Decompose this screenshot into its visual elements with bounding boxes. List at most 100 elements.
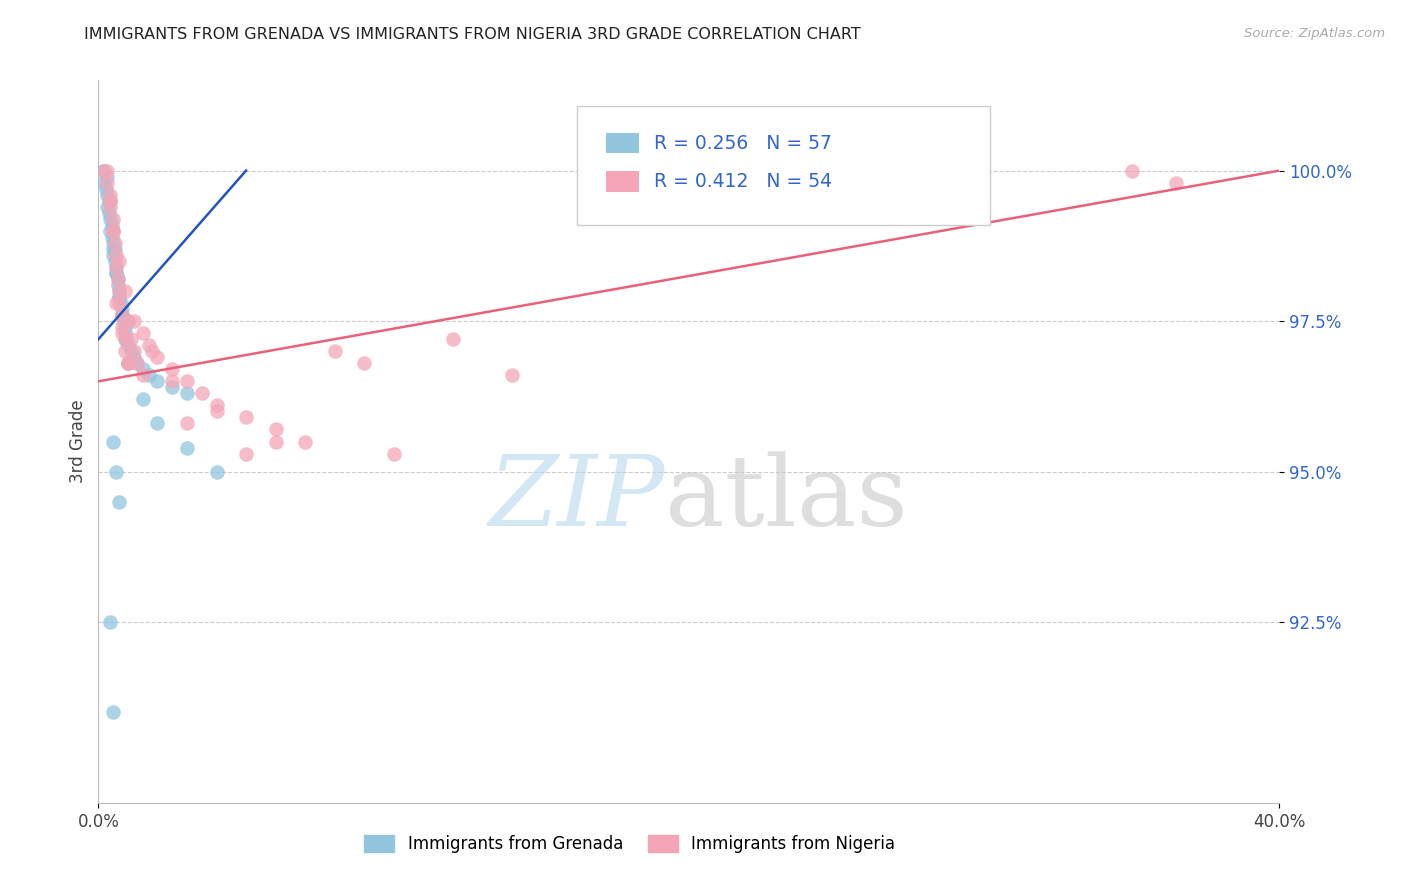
Point bbox=[103, 224, 125, 238]
Point bbox=[111, 320, 134, 334]
Point bbox=[162, 380, 183, 394]
Point bbox=[103, 211, 125, 226]
Point bbox=[176, 417, 198, 431]
Point bbox=[103, 242, 125, 256]
Point bbox=[111, 301, 134, 316]
Text: R = 0.412   N = 54: R = 0.412 N = 54 bbox=[654, 172, 831, 191]
Point bbox=[120, 344, 142, 359]
Point bbox=[125, 356, 148, 370]
Point bbox=[100, 218, 122, 232]
Point bbox=[103, 248, 125, 262]
Point bbox=[122, 344, 145, 359]
Point bbox=[1121, 163, 1143, 178]
Point bbox=[103, 706, 125, 720]
Point bbox=[93, 163, 115, 178]
Point bbox=[110, 296, 132, 310]
Point bbox=[108, 284, 131, 298]
Point bbox=[146, 417, 169, 431]
Point bbox=[382, 446, 405, 460]
Point bbox=[98, 200, 121, 214]
Point bbox=[146, 374, 169, 388]
Point bbox=[103, 434, 125, 449]
Point bbox=[96, 176, 118, 190]
Point bbox=[96, 169, 118, 184]
Point bbox=[108, 290, 131, 304]
Point bbox=[104, 242, 127, 256]
Point bbox=[146, 350, 169, 364]
Point bbox=[353, 356, 375, 370]
Point bbox=[91, 163, 114, 178]
Point bbox=[97, 205, 120, 219]
Point bbox=[176, 441, 198, 455]
Point bbox=[117, 356, 139, 370]
FancyBboxPatch shape bbox=[576, 105, 990, 225]
Point bbox=[98, 187, 121, 202]
Point bbox=[205, 398, 228, 412]
Y-axis label: 3rd Grade: 3rd Grade bbox=[69, 400, 87, 483]
Point bbox=[93, 163, 115, 178]
Point bbox=[117, 356, 139, 370]
Text: ZIP: ZIP bbox=[489, 451, 665, 547]
Point bbox=[125, 356, 148, 370]
Point bbox=[176, 374, 198, 388]
Point bbox=[111, 326, 134, 340]
Text: R = 0.256   N = 57: R = 0.256 N = 57 bbox=[654, 134, 831, 153]
Text: IMMIGRANTS FROM GRENADA VS IMMIGRANTS FROM NIGERIA 3RD GRADE CORRELATION CHART: IMMIGRANTS FROM GRENADA VS IMMIGRANTS FR… bbox=[84, 27, 860, 42]
Point bbox=[501, 368, 523, 383]
Point bbox=[98, 194, 121, 208]
Point bbox=[96, 200, 118, 214]
Point bbox=[441, 332, 464, 346]
Point bbox=[114, 332, 136, 346]
Point bbox=[117, 314, 139, 328]
Point bbox=[103, 235, 125, 250]
Point bbox=[138, 338, 160, 352]
Point bbox=[96, 187, 118, 202]
Point bbox=[112, 314, 135, 328]
Point bbox=[93, 176, 115, 190]
Point bbox=[138, 368, 160, 383]
Point bbox=[141, 344, 163, 359]
Text: atlas: atlas bbox=[665, 451, 908, 547]
Legend: Immigrants from Grenada, Immigrants from Nigeria: Immigrants from Grenada, Immigrants from… bbox=[357, 828, 903, 860]
Point bbox=[162, 374, 183, 388]
Point bbox=[96, 163, 118, 178]
Point bbox=[132, 326, 155, 340]
Point bbox=[107, 277, 129, 292]
Point bbox=[105, 266, 128, 280]
Point bbox=[108, 296, 131, 310]
Point bbox=[132, 392, 155, 407]
Point bbox=[111, 308, 134, 322]
Point bbox=[105, 465, 128, 479]
Point bbox=[117, 356, 139, 370]
Point bbox=[97, 194, 120, 208]
Point bbox=[114, 326, 136, 340]
Point bbox=[108, 494, 131, 508]
Point bbox=[114, 320, 136, 334]
Point bbox=[117, 338, 139, 352]
Point bbox=[120, 332, 142, 346]
Point bbox=[235, 410, 257, 425]
Point bbox=[105, 260, 128, 274]
Point bbox=[104, 253, 127, 268]
Point bbox=[162, 362, 183, 376]
Point bbox=[191, 386, 214, 401]
Point bbox=[111, 308, 134, 322]
Point bbox=[132, 368, 155, 383]
Point bbox=[104, 235, 127, 250]
Point bbox=[117, 314, 139, 328]
Point bbox=[94, 181, 117, 195]
Text: Source: ZipAtlas.com: Source: ZipAtlas.com bbox=[1244, 27, 1385, 40]
Point bbox=[98, 194, 121, 208]
Point bbox=[108, 253, 131, 268]
Point bbox=[235, 446, 257, 460]
Point bbox=[98, 615, 121, 629]
Point bbox=[115, 332, 138, 346]
Point bbox=[132, 362, 155, 376]
Point bbox=[103, 224, 125, 238]
Point bbox=[176, 386, 198, 401]
Point bbox=[264, 422, 287, 436]
Point bbox=[108, 284, 131, 298]
Point bbox=[105, 266, 128, 280]
Point bbox=[114, 284, 136, 298]
Point bbox=[105, 296, 128, 310]
